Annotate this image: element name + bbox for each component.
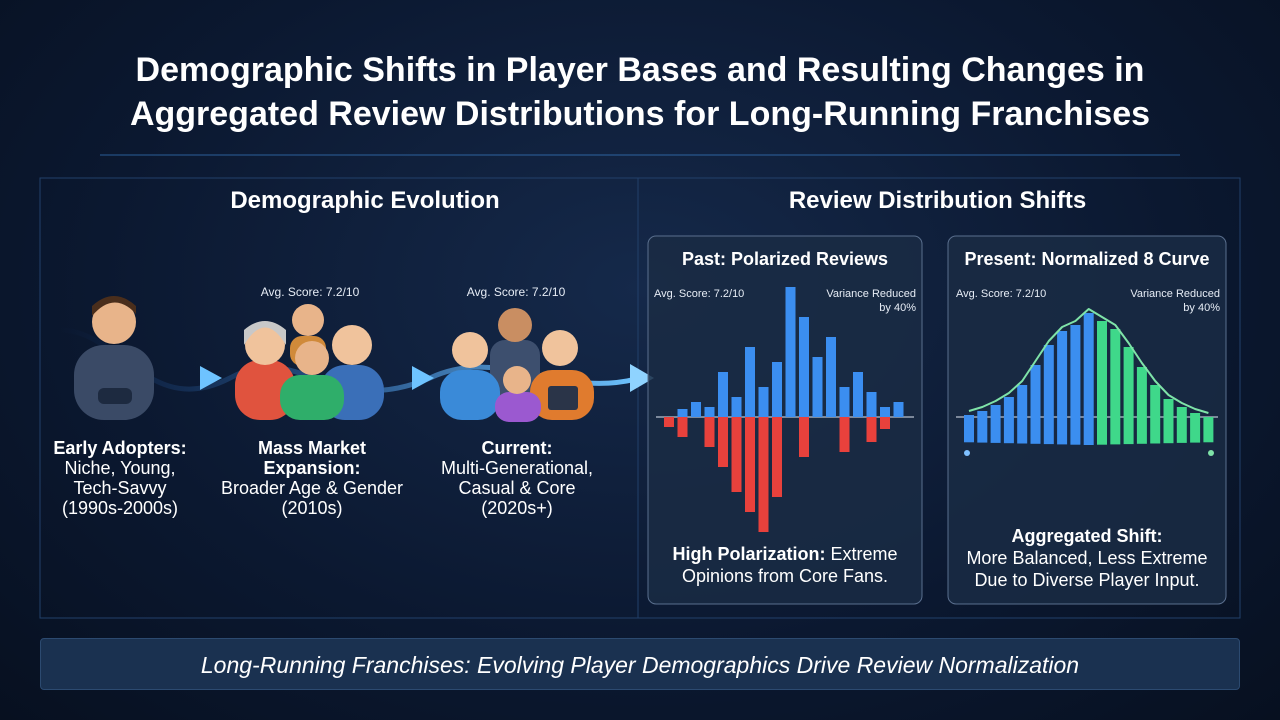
arrow-head [200, 366, 222, 390]
stage-heading: Mass Market [257, 438, 367, 458]
bar [1083, 313, 1094, 445]
family-icon [440, 308, 594, 422]
bar [704, 407, 715, 417]
bar [1150, 385, 1161, 444]
section-heading: Demographic Evolution [230, 187, 500, 214]
bar [1136, 367, 1147, 444]
section-heading: Review Distribution Shifts [788, 187, 1087, 214]
stage-detail: Tech-Savvy [73, 478, 167, 498]
bar [677, 417, 688, 437]
bar [731, 417, 742, 492]
bar [1110, 329, 1121, 445]
caption-text: More Balanced, Less Extreme Due to Diver… [966, 548, 1208, 590]
caption-bold: Aggregated Shift: [1011, 526, 1163, 546]
score: Avg. Score: 7.2/10 [466, 285, 566, 299]
arrow-head [412, 366, 434, 390]
caption-bold: High Polarization: [672, 544, 826, 564]
bar [1030, 365, 1041, 444]
bar [1070, 325, 1081, 445]
panel-score: Avg. Score: 7.2/10 [654, 288, 745, 300]
bar [772, 417, 782, 497]
bar [1003, 397, 1014, 444]
bar [866, 392, 877, 417]
stage-detail: Multi-Generational, [440, 458, 594, 478]
stage-heading: Current: [481, 438, 553, 458]
panel-caption: High Polarization: Extreme Opinions from… [660, 543, 910, 587]
bar [758, 387, 769, 417]
bar [1176, 407, 1187, 443]
bar [785, 287, 796, 417]
bar [731, 397, 742, 417]
caption-text: Extreme Opinions from Core Fans. [681, 544, 898, 586]
bar [704, 417, 715, 447]
trend-curve [968, 308, 1209, 414]
score: Avg. Score: 7.2/10 [260, 285, 360, 299]
bar [758, 417, 769, 532]
stage-heading: Early Adopters: [53, 438, 187, 458]
stage-caption: Early Adopters: Niche, Young, Tech-Savvy… [20, 438, 220, 518]
family-icon [235, 304, 384, 420]
bar [866, 417, 877, 442]
stage-detail: (2020s+) [481, 498, 553, 518]
bar [839, 387, 850, 417]
bar [1203, 417, 1214, 443]
bar [772, 362, 782, 417]
bar [718, 417, 728, 467]
bar [880, 417, 890, 429]
panel-caption: Aggregated Shift: More Balanced, Less Ext… [962, 525, 1212, 591]
bar [826, 337, 836, 417]
bar [977, 411, 988, 443]
bar [839, 417, 850, 452]
curve-end [964, 450, 970, 456]
panel-note: Variance Reduced by 40% [826, 288, 916, 314]
bar [1123, 347, 1134, 445]
stage-detail: Broader Age & Gender [220, 478, 404, 498]
bar [853, 372, 863, 417]
bar [893, 402, 904, 417]
panel-title: Present: Normalized 8 Curve [964, 249, 1210, 269]
bar [691, 402, 701, 417]
frame [39, 177, 1241, 619]
panel-title: Past: Polarized Reviews [681, 249, 889, 269]
title: Demographic Shifts in Player Bases and R… [129, 51, 1151, 133]
panel [647, 235, 923, 605]
bar [964, 415, 974, 443]
bar [664, 417, 674, 427]
footer-banner: Long-Running Franchises: Evolving Player… [40, 638, 1240, 690]
arrow-head [630, 364, 654, 392]
panel-note: Variance Reduced by 40% [1130, 288, 1220, 314]
panel-score: Avg. Score: 7.2/10 [956, 288, 1047, 300]
stage-detail: Niche, Young, [64, 458, 176, 478]
person-icon [74, 296, 154, 420]
stage-caption: Mass Market Expansion: Broader Age & Gen… [212, 438, 412, 518]
bar [1163, 399, 1174, 444]
bar [799, 417, 809, 457]
curve-end [1208, 450, 1214, 456]
bar [745, 347, 755, 417]
stage-detail: Casual & Core [458, 478, 576, 498]
bar [718, 372, 728, 417]
stage-detail: (2010s) [281, 498, 343, 518]
bar [745, 417, 755, 512]
stage-detail: (1990s-2000s) [61, 498, 179, 518]
bar [1043, 345, 1054, 445]
bar [990, 405, 1001, 443]
bar [677, 409, 688, 417]
bar [1097, 321, 1107, 445]
bar [1017, 385, 1028, 444]
bar [1190, 413, 1201, 443]
bar [1057, 331, 1068, 445]
bar [880, 407, 890, 417]
bar [799, 317, 809, 417]
bar [812, 357, 823, 417]
stage-heading: Expansion: [263, 458, 361, 478]
stage-caption: Current: Multi-Generational, Casual & Co… [417, 438, 617, 518]
